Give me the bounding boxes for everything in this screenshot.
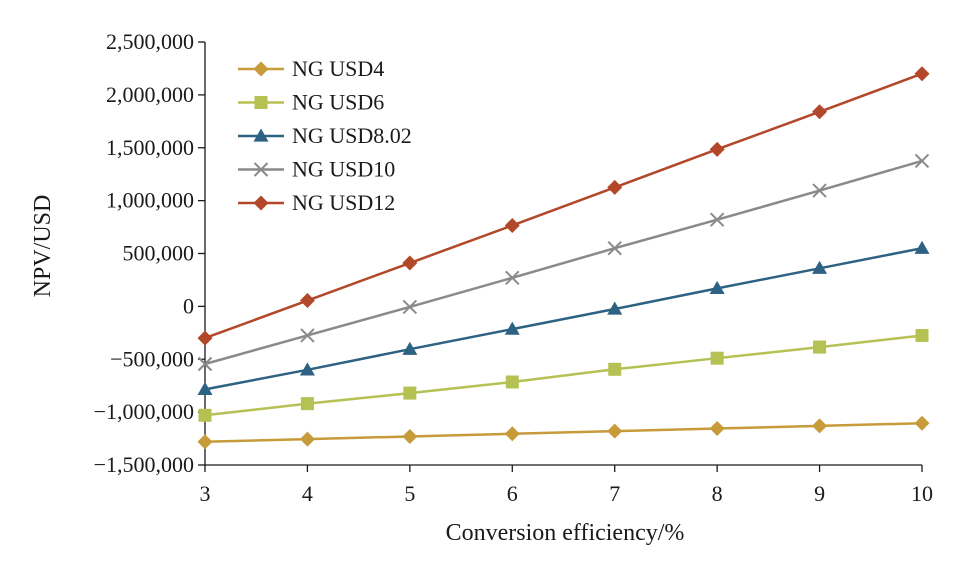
data-point (197, 381, 213, 396)
y-axis-ticks: 2,500,000 2,000,000 1,500,000 1,000,000 500,… (94, 29, 205, 477)
data-point (607, 301, 623, 315)
data-point (607, 241, 622, 256)
data-point (709, 141, 725, 157)
data-point (504, 426, 520, 442)
data-point (607, 423, 623, 439)
legend-label: NG USD4 (292, 56, 384, 81)
data-point (402, 341, 418, 355)
legend-label: NG USD8.02 (292, 123, 412, 148)
x-tick-label: 10 (911, 481, 933, 506)
data-point (402, 299, 418, 315)
data-point (914, 66, 930, 82)
marker-stroke (253, 162, 269, 177)
marker-stroke (505, 270, 520, 286)
marker-stroke (402, 299, 418, 315)
data-point (812, 104, 828, 120)
data-point (709, 280, 725, 295)
y-tick-label: 500,000 (123, 241, 195, 266)
data-point (197, 434, 213, 450)
legend-marker (253, 162, 269, 177)
x-axis-ticks: 3 4 5 6 7 8 9 10 (200, 465, 933, 506)
x-tick-label: 4 (302, 481, 313, 506)
marker-stroke (914, 153, 930, 169)
series-1 (197, 415, 930, 450)
series-line (204, 334, 923, 417)
data-point (608, 362, 622, 376)
legend: NG USD4 NG USD6 NG USD8.02 NG USD10 NG USD12 (238, 56, 412, 215)
data-point (813, 340, 827, 354)
data-point (197, 330, 213, 346)
legend-marker (254, 96, 268, 109)
legend-item: NG USD12 (238, 190, 395, 215)
data-point (709, 212, 725, 227)
legend-item: NG USD10 (238, 157, 395, 182)
y-tick-label: 1,000,000 (106, 188, 194, 213)
series-3 (197, 240, 930, 396)
legend-marker (253, 195, 269, 211)
data-point (812, 418, 828, 434)
data-point (504, 217, 520, 233)
data-point (914, 240, 930, 254)
data-point (402, 255, 418, 271)
x-tick-label: 9 (814, 481, 825, 506)
series-line (204, 159, 923, 366)
y-tick-label: 2,500,000 (106, 29, 194, 54)
marker-stroke (300, 328, 315, 343)
marker-stroke (607, 241, 622, 256)
data-point (505, 375, 519, 389)
x-tick-label: 7 (609, 481, 620, 506)
marker-stroke (709, 212, 725, 227)
legend-item: NG USD8.02 (238, 123, 412, 148)
data-point (197, 356, 213, 372)
data-point (915, 328, 929, 342)
data-point (299, 431, 315, 447)
data-point (812, 260, 828, 274)
data-point (710, 351, 724, 365)
data-point (402, 428, 418, 444)
y-axis-title: NPV/USD (30, 195, 56, 298)
series-group (197, 66, 930, 450)
legend-item: NG USD6 (238, 90, 384, 115)
x-axis-title: Conversion efficiency/% (446, 520, 685, 546)
x-tick-label: 5 (404, 481, 415, 506)
x-tick-label: 8 (712, 481, 723, 506)
data-point (812, 183, 827, 198)
legend-item: NG USD4 (238, 56, 384, 81)
data-point (299, 293, 315, 309)
y-tick-label: −1,500,000 (94, 452, 194, 477)
data-point (504, 321, 520, 335)
x-tick-label: 3 (200, 481, 211, 506)
data-point (300, 397, 314, 411)
series-5 (197, 66, 930, 346)
y-tick-label: 1,500,000 (106, 135, 194, 160)
legend-label: NG USD12 (292, 190, 395, 215)
series-line (204, 421, 923, 443)
legend-marker (253, 128, 269, 142)
legend-marker (253, 61, 269, 77)
data-point (299, 362, 315, 376)
data-point (607, 179, 623, 195)
data-point (914, 153, 930, 169)
y-tick-label: 0 (183, 293, 194, 318)
y-tick-label: −500,000 (110, 346, 194, 371)
x-tick-label: 6 (507, 481, 518, 506)
series-line (204, 246, 923, 391)
data-point (403, 386, 417, 400)
y-tick-label: −1,000,000 (94, 399, 194, 424)
data-point (198, 408, 212, 422)
legend-label: NG USD6 (292, 90, 384, 115)
legend-label: NG USD10 (292, 157, 395, 182)
data-point (300, 328, 315, 343)
series-line (204, 72, 923, 340)
y-tick-label: 2,000,000 (106, 82, 194, 107)
data-point (914, 415, 930, 431)
marker-stroke (812, 183, 827, 198)
marker-stroke (197, 356, 213, 372)
series-4 (197, 153, 930, 372)
data-point (505, 270, 520, 286)
series-2 (198, 328, 929, 422)
data-point (709, 421, 725, 437)
